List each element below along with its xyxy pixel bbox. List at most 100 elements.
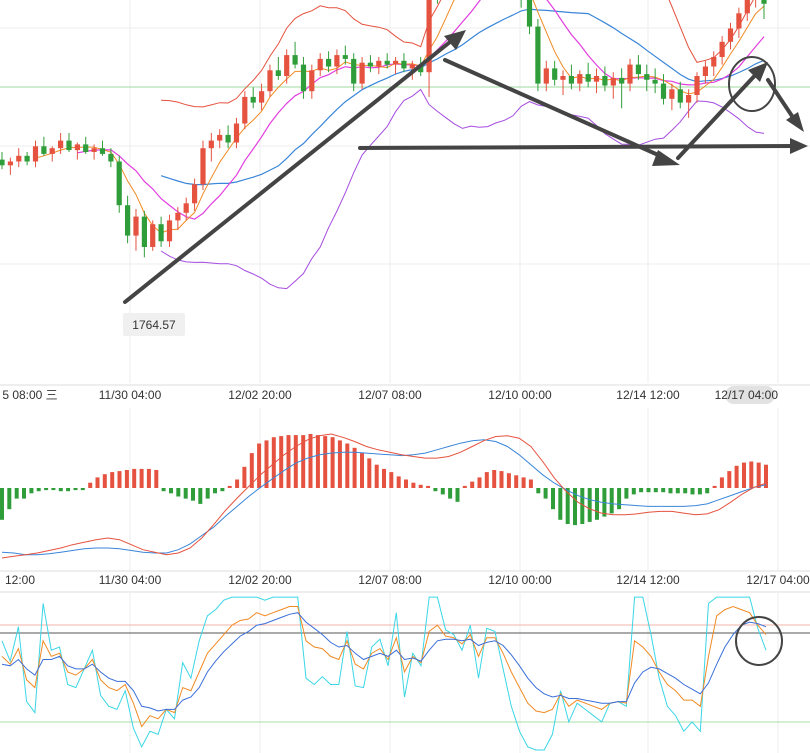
candle-body — [652, 79, 658, 84]
trend-arrow-up-2 — [676, 68, 762, 160]
candle-body — [150, 224, 156, 247]
candle — [242, 91, 248, 130]
candle — [83, 136, 89, 154]
candle — [744, 0, 750, 21]
macd-bar — [58, 488, 63, 492]
macd-bar — [279, 436, 284, 488]
candle-body — [326, 58, 332, 67]
candle — [727, 22, 734, 50]
candle — [568, 64, 574, 90]
price-x-tick: 12/10 00:00 — [488, 388, 552, 402]
arrowhead-right — [790, 138, 808, 154]
candle — [719, 36, 725, 65]
candle — [393, 57, 399, 75]
candle — [552, 60, 558, 86]
candle — [652, 68, 658, 94]
candle-body — [744, 0, 750, 14]
macd-panel: 12:00 11/30 04:00 12/02 20:00 12/07 08:0… — [0, 408, 810, 587]
macd-bar — [484, 472, 489, 488]
macd-bar — [462, 485, 467, 488]
candle-body — [74, 144, 80, 151]
arrowhead-down-1 — [652, 150, 680, 166]
macd-bar — [668, 488, 673, 494]
candle-body — [635, 64, 641, 75]
candle — [217, 129, 223, 149]
candle-body — [401, 60, 407, 69]
kdj-d-line — [1, 612, 767, 712]
macd-bar — [102, 474, 107, 488]
bb-lower-line — [160, 88, 765, 290]
candle — [183, 197, 189, 221]
min-price-label-bg — [123, 313, 185, 336]
candle — [133, 209, 139, 251]
candles — [0, 0, 767, 258]
macd-bar — [51, 488, 56, 491]
price-x-tick: 12/17 04:00 — [715, 388, 779, 402]
candle — [24, 152, 30, 166]
macd-bar — [124, 470, 129, 488]
candle — [560, 70, 566, 95]
price-panel: 1764.57 5 08:00 三 11/30 04:00 12/02 20:0… — [0, 0, 810, 404]
macd-bar — [455, 488, 460, 502]
candle-body — [309, 70, 315, 92]
macd-bar — [477, 477, 482, 488]
candle-body — [267, 70, 273, 92]
candle — [535, 19, 541, 92]
candle-body — [761, 0, 767, 4]
candle — [225, 125, 231, 149]
candle-body — [32, 146, 39, 162]
candle-body — [384, 60, 390, 65]
candle-body — [426, 0, 432, 73]
macd-bar — [374, 464, 379, 488]
macd-bar — [440, 488, 445, 495]
candle — [141, 210, 147, 258]
candle — [686, 89, 692, 118]
candle-body — [317, 58, 323, 71]
candle — [116, 155, 122, 213]
candle-body — [334, 55, 340, 67]
candle-body — [711, 57, 717, 67]
candle — [300, 57, 307, 99]
candle — [108, 148, 114, 168]
candle — [351, 53, 357, 92]
candle — [736, 7, 742, 38]
candle — [635, 55, 641, 80]
macd-bar — [257, 443, 262, 488]
candle — [669, 83, 675, 111]
candle — [200, 140, 206, 190]
highlight-circle-kdj — [735, 616, 783, 666]
candle-body — [292, 55, 298, 65]
macd-bar — [506, 473, 511, 488]
candle — [585, 62, 591, 88]
macd-bar — [44, 488, 49, 491]
candle-body — [125, 205, 131, 236]
candle-body — [409, 64, 415, 69]
candle-body — [644, 74, 650, 80]
candle-body — [342, 55, 348, 59]
candle — [694, 72, 700, 103]
macd-bar — [580, 488, 585, 524]
candle-body — [669, 89, 675, 99]
macd-bar — [492, 470, 497, 488]
candle — [755, 0, 757, 8]
candle — [158, 216, 164, 247]
macd-bar — [683, 488, 688, 494]
candle-body — [16, 155, 22, 162]
candle — [99, 140, 106, 156]
macd-bar — [360, 453, 364, 488]
macd-bar — [712, 485, 717, 488]
candle — [208, 133, 214, 162]
macd-bar — [690, 488, 695, 495]
price-x-ticks: 5 08:00 三 11/30 04:00 12/02 20:00 12/07 … — [2, 388, 778, 402]
arrowhead-up-2 — [748, 62, 768, 82]
macd-bar — [29, 488, 34, 494]
macd-bar — [271, 437, 276, 488]
candle — [41, 136, 47, 156]
candle-body — [593, 76, 600, 82]
macd-bar — [705, 488, 710, 494]
candle-body — [736, 13, 742, 29]
candle-body — [577, 74, 583, 84]
candle-body — [367, 62, 373, 67]
candle-body — [116, 161, 122, 206]
